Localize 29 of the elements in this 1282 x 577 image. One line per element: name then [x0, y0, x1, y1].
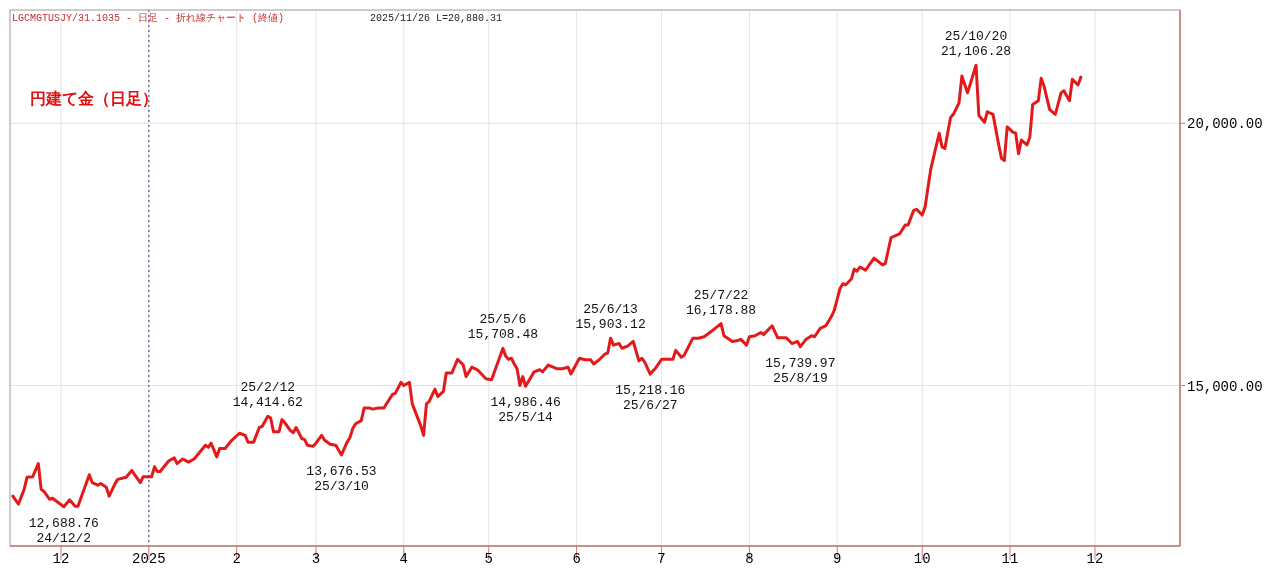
x-tick-label: 2: [232, 551, 241, 567]
annotation: 15,739.97 25/8/19: [765, 355, 836, 386]
annotation: 25/10/20 21,106.28: [940, 29, 1012, 60]
x-tick-label: 4: [399, 551, 408, 567]
annotation: 13,676.53 25/3/10: [306, 463, 377, 494]
x-tick-label: 8: [745, 551, 754, 567]
annotation: 25/2/12 14,414.62: [232, 380, 303, 411]
y-tick-label: 20,000.00: [1187, 116, 1263, 133]
chart-subtitle: LGCMGTUSJY/31.1035 - 日足 - 折れ線チャート (終値): [12, 12, 285, 24]
x-tick-label: 11: [1001, 551, 1019, 567]
x-tick-label: 6: [572, 551, 581, 567]
text: 円建て金（日足）: [30, 89, 158, 108]
annotation: 15,218.16 25/6/27: [615, 383, 686, 414]
y-tick-label: 15,000.00: [1187, 378, 1263, 395]
x-tick-label: 2025: [132, 551, 166, 567]
annotation: 14,986.46 25/5/14: [490, 395, 561, 426]
annotation: 25/5/6 15,708.48: [467, 312, 539, 343]
x-tick-label: 10: [913, 551, 931, 567]
x-tick-label: 12: [1086, 551, 1104, 567]
x-tick-label: 3: [311, 551, 321, 567]
x-tick-label: 7: [657, 551, 666, 567]
annotation: 25/7/22 16,178.88: [685, 287, 757, 318]
annotation: 25/6/13 15,903.12: [575, 302, 646, 333]
annotation: 2025/11/26 L=20,880.31: [370, 13, 503, 24]
x-tick-label: 5: [484, 551, 493, 567]
x-tick-label: 9: [833, 551, 842, 567]
line-series: [11, 63, 1083, 509]
annotation: 12,688.76 24/12/2: [28, 515, 99, 546]
x-tick-label: 12: [52, 551, 70, 567]
